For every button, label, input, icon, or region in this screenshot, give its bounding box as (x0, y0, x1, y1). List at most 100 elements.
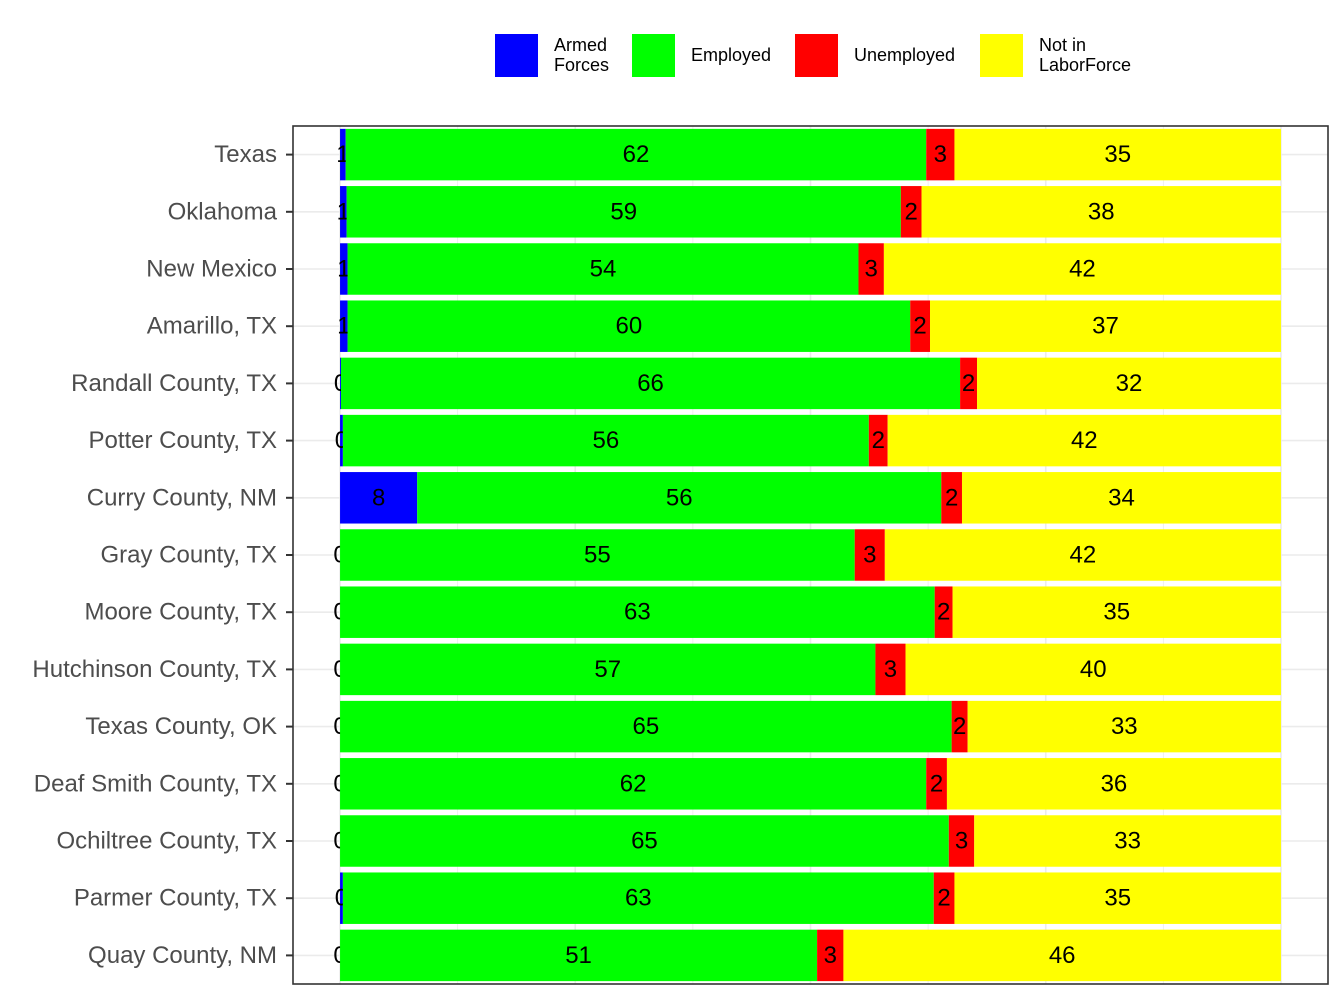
legend-item-unemployed: Unemployed (795, 33, 966, 77)
bar-segment-curry-county-nm-2 (941, 472, 962, 524)
bar-segment-potter-county-tx-3 (887, 414, 1281, 467)
bar-segment-deaf-smith-county-tx-2 (926, 758, 947, 810)
y-tick-label: New Mexico (146, 256, 277, 283)
bar-segment-hutchinson-county-tx-2 (875, 643, 906, 696)
bar-segment-curry-county-nm-3 (961, 472, 1281, 524)
y-tick-label: Potter County, TX (88, 427, 277, 454)
data-label-potter-county-tx-2: 2 (872, 427, 885, 454)
bar-segment-randall-county-tx-1 (340, 357, 961, 410)
data-label-new-mexico-1: 54 (590, 256, 617, 283)
data-label-randall-county-tx-1: 66 (637, 370, 664, 397)
y-tick-label: Parmer County, TX (74, 885, 277, 912)
data-label-curry-county-nm-3: 34 (1108, 484, 1135, 511)
data-label-randall-county-tx-2: 2 (962, 370, 975, 397)
data-label-parmer-county-tx-2: 2 (937, 885, 950, 912)
y-tick-label: Amarillo, TX (147, 313, 277, 340)
data-label-ochiltree-county-tx-1: 65 (631, 828, 658, 855)
bar-segment-new-mexico-0 (340, 243, 348, 295)
legend-item-employed: Employed (632, 33, 781, 77)
data-label-parmer-county-tx-1: 63 (625, 885, 652, 912)
legend-label-employed: Employed (691, 45, 772, 65)
y-tick-label: Randall County, TX (71, 370, 277, 397)
bar-segment-randall-county-tx-3 (977, 357, 1281, 410)
data-label-potter-county-tx-1: 56 (593, 427, 620, 454)
bar-segment-texas-0 (340, 128, 346, 181)
bar-segment-parmer-county-tx-0 (340, 872, 343, 924)
data-label-curry-county-nm-2: 2 (945, 484, 958, 511)
data-label-gray-county-tx-3: 42 (1070, 542, 1097, 569)
data-label-texas-2: 3 (934, 141, 947, 168)
data-label-randall-county-tx-3: 32 (1116, 370, 1143, 397)
bar-segment-oklahoma-3 (921, 186, 1281, 238)
bar-segment-potter-county-tx-0 (340, 414, 343, 467)
data-label-new-mexico-0: 1 (337, 256, 350, 283)
y-tick-label: Texas County, OK (85, 713, 277, 740)
bar-segment-new-mexico-3 (883, 243, 1281, 295)
bar-segment-deaf-smith-county-tx-3 (946, 758, 1281, 810)
legend-label-armed-forces: Armed Forces (554, 35, 610, 75)
bar-segment-curry-county-nm-0 (340, 472, 418, 524)
legend-item-armed-forces: Armed Forces (495, 33, 618, 77)
data-label-new-mexico-3: 42 (1069, 256, 1096, 283)
bar-segment-parmer-county-tx-1 (342, 872, 934, 924)
bar-segment-amarillo-tx-2 (910, 300, 930, 352)
data-label-hutchinson-county-tx-1: 57 (594, 656, 621, 683)
plot-border (292, 125, 1329, 985)
data-label-texas-1: 62 (623, 141, 650, 168)
y-tick-label: Moore County, TX (84, 599, 277, 626)
data-label-oklahoma-2: 2 (904, 198, 917, 225)
bar-segment-quay-county-nm-2 (817, 929, 844, 982)
y-tick-label: Quay County, NM (88, 942, 277, 969)
y-tick-label: Deaf Smith County, TX (34, 770, 277, 797)
data-label-ochiltree-county-tx-2: 3 (955, 828, 968, 855)
bar-segment-gray-county-tx-2 (854, 529, 885, 581)
data-label-moore-county-tx-1: 63 (624, 599, 651, 626)
y-tick-label: Hutchinson County, TX (32, 656, 277, 683)
bar-segment-gray-county-tx-3 (884, 529, 1281, 581)
bar-segment-moore-county-tx-3 (952, 586, 1281, 638)
legend-swatch-armed-forces (495, 33, 538, 77)
bar-segment-oklahoma-1 (346, 186, 901, 238)
bar-segment-new-mexico-1 (347, 243, 859, 295)
bar-segment-amarillo-tx-0 (340, 300, 348, 352)
bar-segment-ochiltree-county-tx-3 (974, 815, 1281, 867)
bar-segment-moore-county-tx-1 (340, 586, 935, 638)
data-label-texas-county-ok-3: 33 (1111, 713, 1138, 740)
bar-segment-ochiltree-county-tx-2 (948, 815, 975, 867)
bar-segment-randall-county-tx-0 (340, 357, 341, 410)
bar-segment-quay-county-nm-3 (843, 929, 1281, 982)
bar-segment-potter-county-tx-2 (868, 414, 888, 467)
data-label-moore-county-tx-2: 2 (937, 599, 950, 626)
bar-segment-moore-county-tx-2 (934, 586, 953, 638)
bar-segment-texas-1 (345, 128, 927, 181)
legend-swatch-not-in-labor-force (980, 33, 1023, 77)
bar-segment-texas-2 (926, 128, 955, 181)
data-label-gray-county-tx-2: 3 (863, 542, 876, 569)
data-label-quay-county-nm-1: 51 (565, 942, 592, 969)
bar-segment-curry-county-nm-1 (417, 472, 942, 524)
y-tick-label: Texas (214, 141, 277, 168)
data-label-potter-county-tx-3: 42 (1071, 427, 1098, 454)
y-tick-label: Gray County, TX (100, 542, 277, 569)
bar-segment-amarillo-tx-3 (929, 300, 1281, 352)
bar-segment-oklahoma-0 (340, 186, 347, 238)
bar-segment-texas-3 (954, 128, 1281, 181)
data-label-amarillo-tx-0: 1 (337, 313, 350, 340)
legend: Armed Forces Employed Unemployed Not in … (495, 30, 1163, 80)
legend-swatch-unemployed (795, 33, 838, 77)
data-label-deaf-smith-county-tx-3: 36 (1101, 770, 1128, 797)
bar-segment-new-mexico-2 (858, 243, 884, 295)
data-label-amarillo-tx-2: 2 (913, 313, 926, 340)
data-label-amarillo-tx-3: 37 (1092, 313, 1119, 340)
bar-segment-hutchinson-county-tx-3 (905, 643, 1281, 696)
data-label-curry-county-nm-1: 56 (666, 484, 693, 511)
data-label-texas-county-ok-2: 2 (953, 713, 966, 740)
data-label-deaf-smith-county-tx-2: 2 (930, 770, 943, 797)
legend-label-unemployed: Unemployed (854, 45, 956, 65)
bar-segment-deaf-smith-county-tx-1 (340, 758, 927, 810)
bar-segment-quay-county-nm-1 (340, 929, 818, 982)
bar-segment-randall-county-tx-2 (960, 357, 978, 410)
legend-label-not-in-labor-force: Not in LaborForce (1039, 35, 1132, 75)
y-tick-label: Ochiltree County, TX (56, 828, 277, 855)
